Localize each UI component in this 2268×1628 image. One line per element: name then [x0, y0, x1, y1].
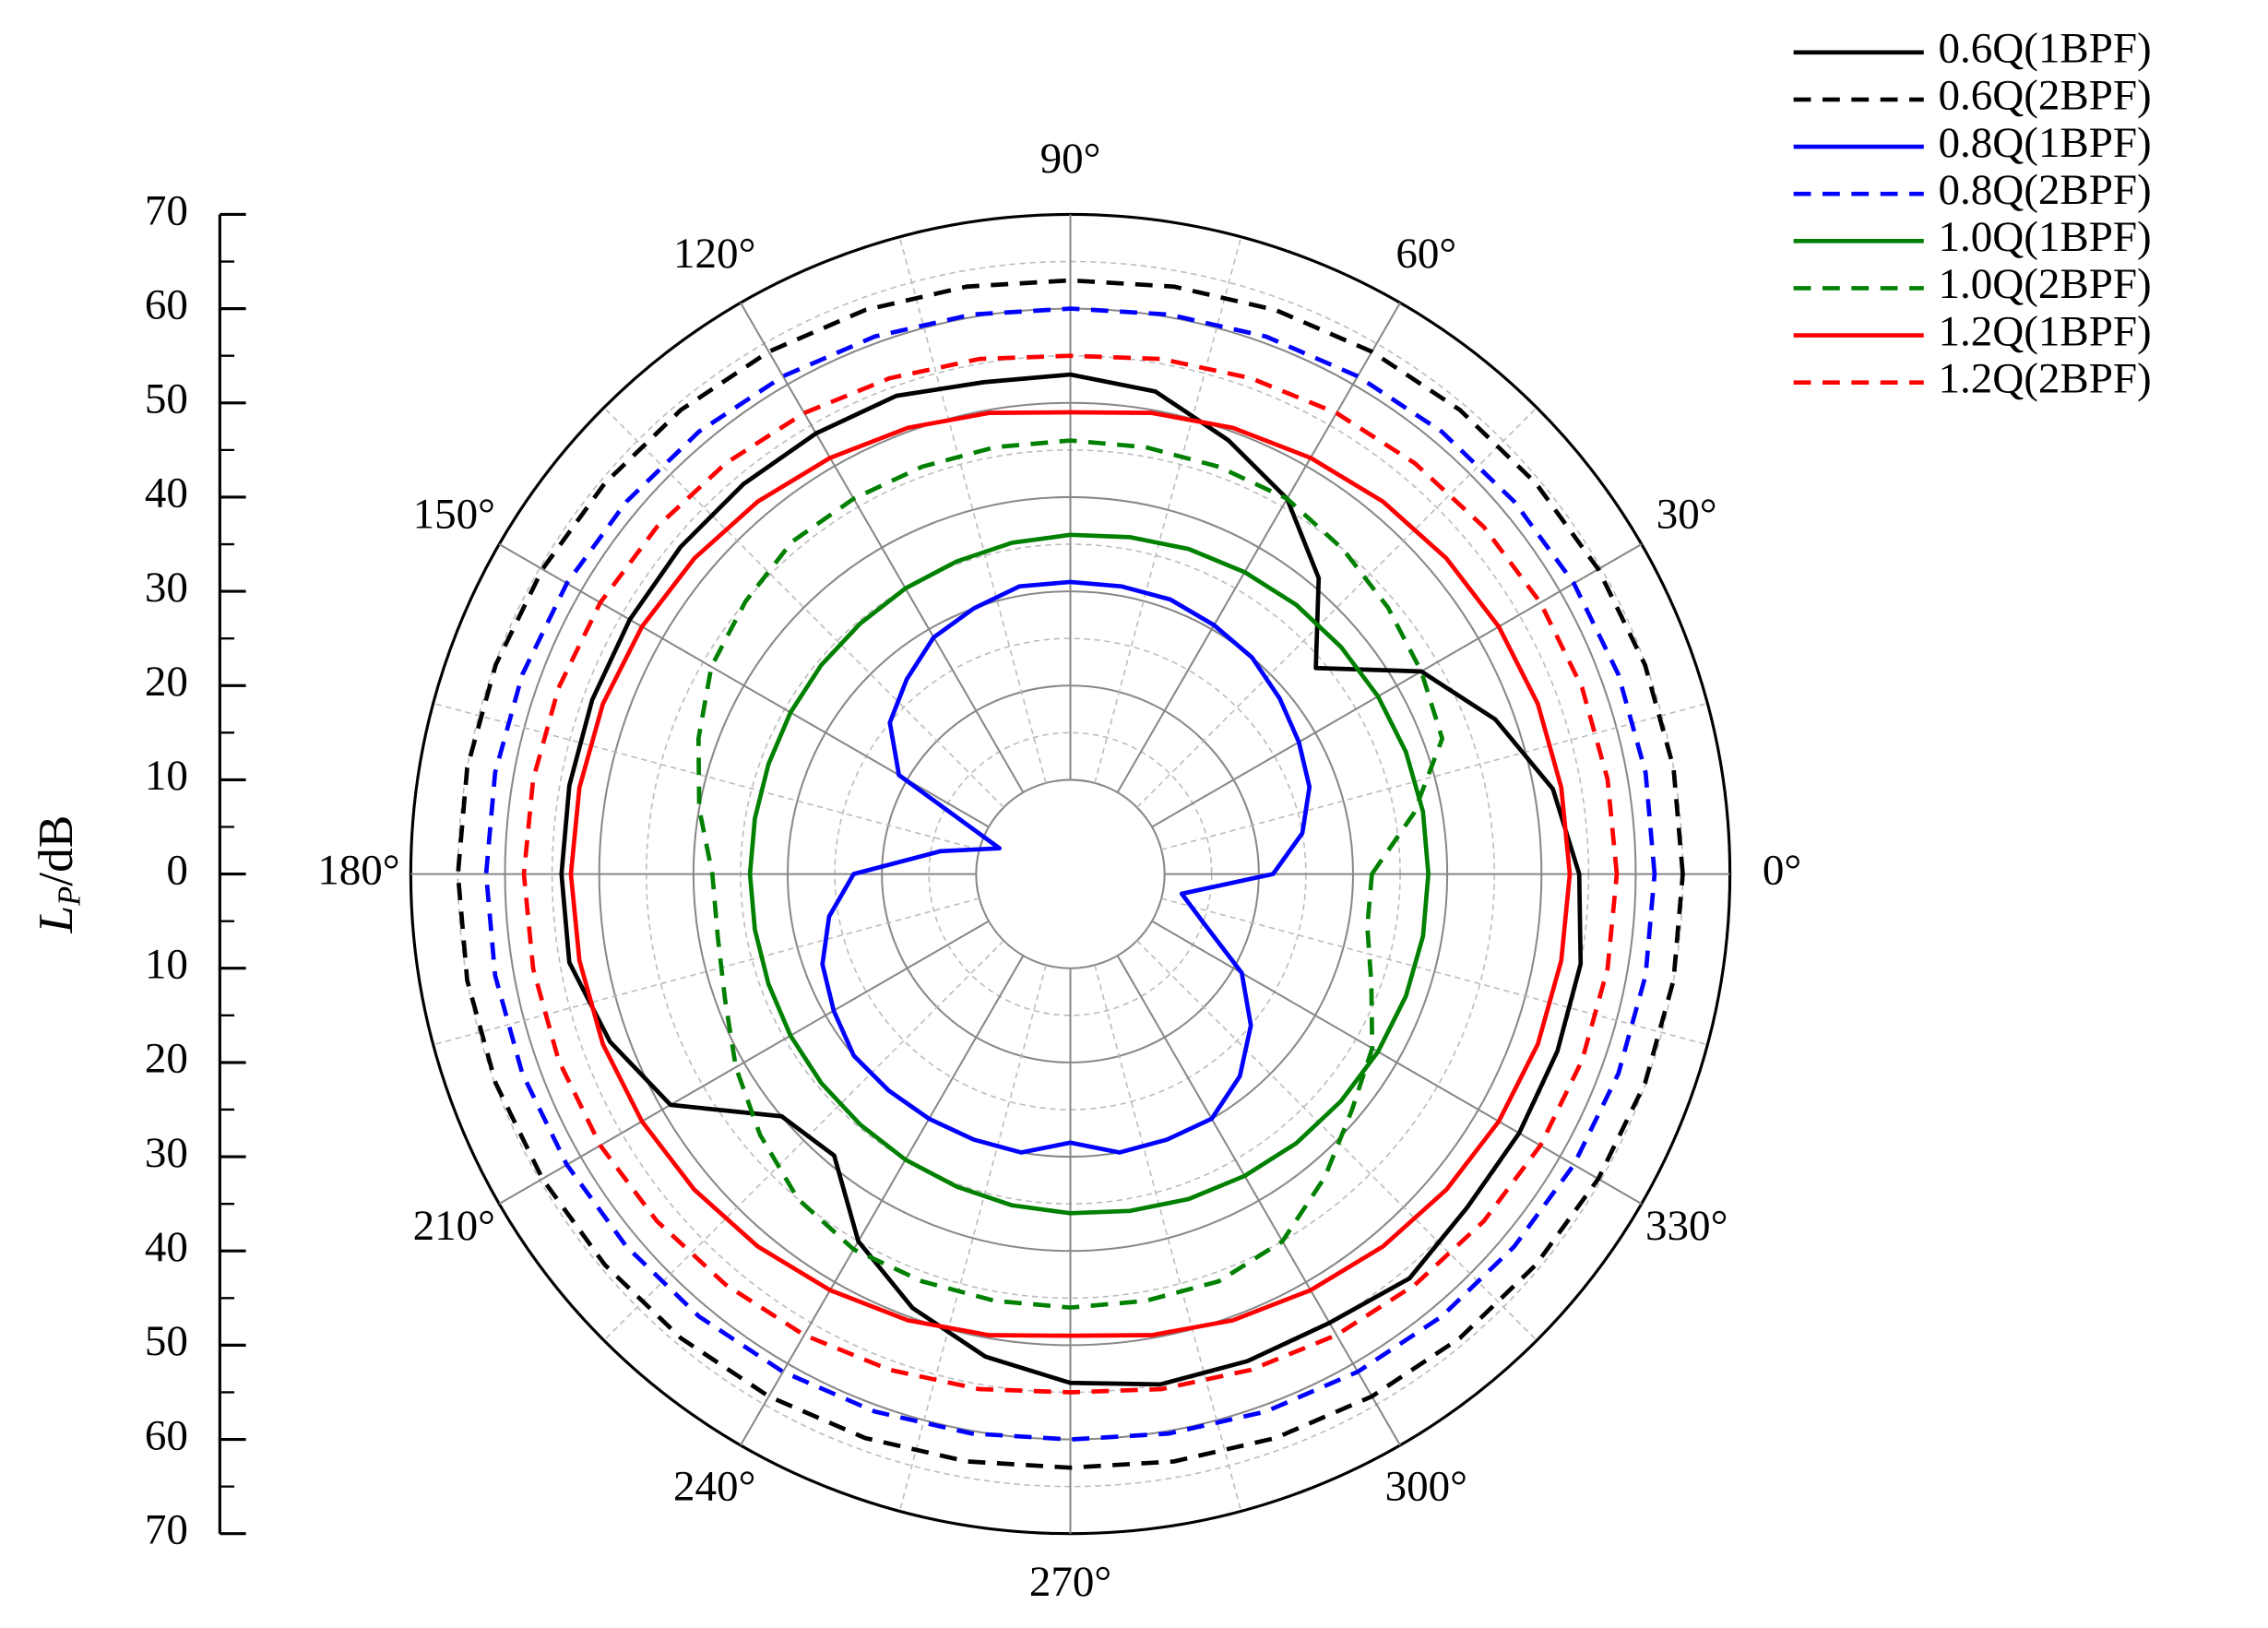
minor-radial-line	[1136, 940, 1538, 1341]
series-line	[747, 532, 1431, 1216]
y-tick-label: 0	[166, 846, 188, 894]
minor-radial-line	[1094, 965, 1242, 1512]
minor-radial-line	[1160, 897, 1708, 1046]
theta-tick-label: 30°	[1656, 491, 1717, 539]
series-line	[483, 306, 1657, 1442]
legend-label: 1.2Q(1BPF)	[1938, 307, 2151, 355]
y-tick-label: 50	[145, 375, 188, 423]
y-tick-label: 10	[145, 941, 188, 989]
y-tick-label: 10	[145, 752, 188, 800]
y-tick-label: 60	[145, 280, 188, 328]
series-line	[456, 278, 1685, 1470]
legend-label: 1.0Q(2BPF)	[1938, 260, 2151, 308]
theta-tick-label: 60°	[1395, 230, 1456, 278]
radial-line	[1116, 955, 1401, 1446]
theta-tick-label: 330°	[1645, 1202, 1728, 1250]
minor-radial-line	[898, 965, 1047, 1512]
radial-line	[498, 920, 990, 1206]
radial-line	[1151, 543, 1643, 828]
theta-tick-label: 150°	[413, 491, 495, 539]
y-tick-label: 60	[145, 1411, 188, 1459]
minor-radial-line	[603, 940, 1004, 1341]
series-line	[695, 438, 1445, 1310]
minor-radial-line	[433, 897, 980, 1046]
theta-tick-label: 210°	[413, 1202, 495, 1250]
y-tick-label: 30	[145, 564, 188, 612]
y-tick-label: 70	[145, 1505, 188, 1553]
legend-label: 0.6Q(1BPF)	[1938, 25, 2151, 73]
minor-radial-line	[603, 407, 1004, 808]
series-line	[568, 410, 1573, 1338]
minor-radial-line	[433, 702, 980, 850]
y-tick-label: 20	[145, 658, 188, 706]
y-tick-label: 40	[145, 469, 188, 517]
theta-tick-label: 90°	[1040, 135, 1101, 183]
theta-tick-label: 0°	[1763, 846, 1801, 894]
theta-tick-label: 120°	[673, 230, 755, 278]
theta-tick-label: 270°	[1029, 1558, 1111, 1606]
legend-label: 1.0Q(1BPF)	[1938, 213, 2151, 261]
y-tick-label: 20	[145, 1035, 188, 1083]
grid-circle	[975, 778, 1166, 969]
minor-radial-line	[1160, 702, 1708, 850]
y-tick-label: 50	[145, 1317, 188, 1365]
y-axis-label: LP/dB	[28, 815, 87, 934]
theta-tick-label: 240°	[673, 1463, 755, 1511]
theta-tick-label: 180°	[317, 846, 399, 894]
minor-radial-line	[1136, 407, 1538, 808]
y-label-main: L	[28, 906, 83, 934]
legend-label: 0.8Q(2BPF)	[1938, 166, 2151, 214]
legend-label: 0.6Q(2BPF)	[1938, 72, 2151, 120]
minor-radial-line	[898, 236, 1047, 784]
y-tick-label: 40	[145, 1223, 188, 1271]
y-tick-label: 30	[145, 1129, 188, 1177]
y-label-unit: /dB	[28, 815, 83, 886]
radial-line	[740, 955, 1025, 1446]
theta-tick-label: 300°	[1385, 1463, 1467, 1511]
series-line	[521, 353, 1620, 1395]
data-layer	[456, 278, 1685, 1470]
legend-label: 1.2Q(2BPF)	[1938, 354, 2151, 402]
y-label-sub: P	[52, 886, 87, 907]
minor-radial-line	[1094, 236, 1242, 784]
radial-line	[1116, 302, 1401, 793]
legend-label: 0.8Q(1BPF)	[1938, 119, 2151, 167]
series-line	[820, 579, 1312, 1155]
radial-line	[1151, 920, 1643, 1206]
y-tick-label: 70	[145, 186, 188, 234]
axis-layer: 0° 30° 60° 90° 120° 150° 180° 210° 240° 270° 300° 3…	[145, 25, 2152, 1606]
radial-line	[740, 302, 1025, 793]
